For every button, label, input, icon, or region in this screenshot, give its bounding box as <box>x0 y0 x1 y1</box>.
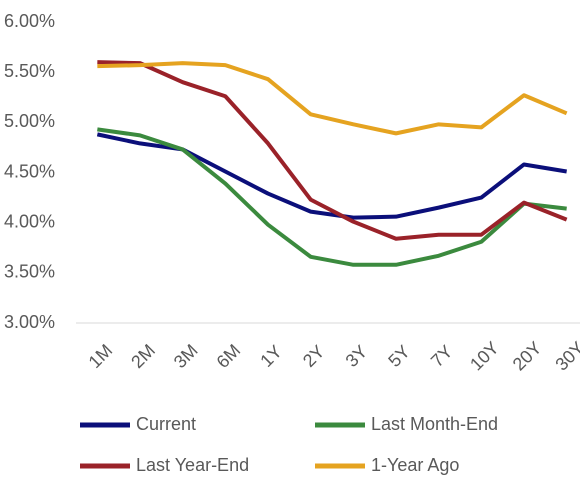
legend-label: Last Month-End <box>371 414 498 434</box>
x-tick-label: 20Y <box>509 338 546 375</box>
x-tick-label: 3M <box>170 340 202 372</box>
x-tick-label: 30Y <box>551 338 580 375</box>
x-tick-label: 2Y <box>299 341 329 371</box>
y-tick-label: 5.50% <box>4 61 55 81</box>
x-tick-label: 7Y <box>427 341 457 371</box>
y-tick-label: 4.00% <box>4 211 55 231</box>
series-line <box>97 61 568 136</box>
y-tick-label: 3.50% <box>4 262 55 282</box>
x-tick-label: 1M <box>85 340 117 372</box>
series-line <box>97 127 567 267</box>
legend-label: Last Year-End <box>136 455 249 475</box>
x-tick-label: 5Y <box>384 341 414 371</box>
y-tick-label: 4.50% <box>4 161 55 181</box>
legend-label: Current <box>136 414 196 434</box>
y-tick-label: 6.00% <box>4 11 55 31</box>
y-tick-label: 3.00% <box>4 312 55 332</box>
y-tick-label: 5.00% <box>4 111 55 131</box>
x-tick-label: 6M <box>213 340 245 372</box>
x-tick-label: 10Y <box>466 338 503 375</box>
series-line <box>96 132 567 220</box>
x-tick-label: 1Y <box>256 341 286 371</box>
x-tick-label: 2M <box>127 340 159 372</box>
legend-label: 1-Year Ago <box>371 455 459 475</box>
series-line <box>97 60 568 241</box>
x-tick-label: 3Y <box>342 341 372 371</box>
